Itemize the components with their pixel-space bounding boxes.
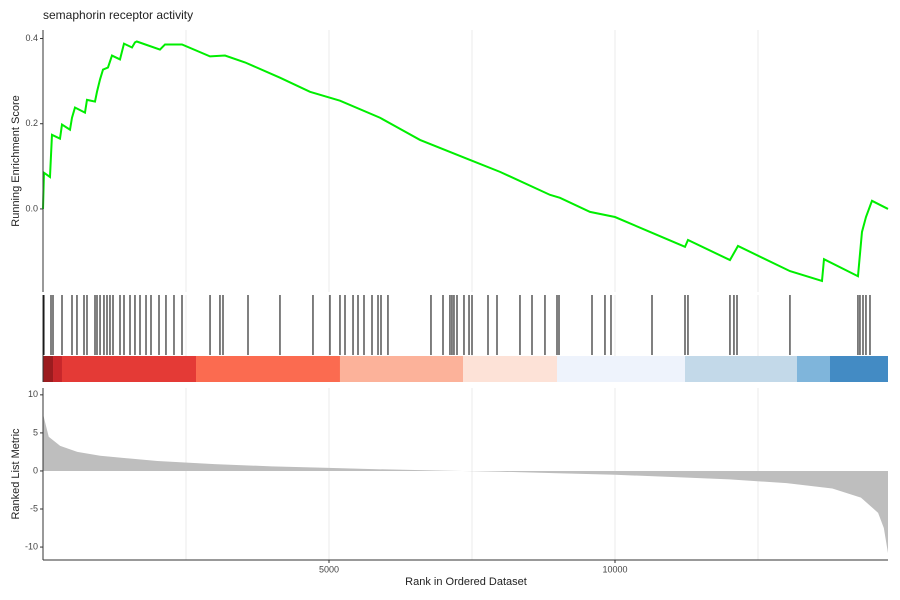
x-tick-label: 10000 [602,564,627,574]
y-axis-label: Running Enrichment Score [10,95,22,226]
y-tick-label: -10 [25,541,38,551]
y-axis-label: Ranked List Metric [10,428,22,520]
y-tick-label: 5 [33,427,38,437]
color-band [463,356,557,382]
x-tick-label: 5000 [319,564,339,574]
color-band [196,356,340,382]
x-axis-label: Rank in Ordered Dataset [405,576,527,588]
color-band [796,356,831,382]
color-band [53,356,62,382]
color-band [61,356,197,382]
y-tick-label: 0.2 [25,118,38,128]
color-band [556,356,686,382]
y-tick-label: 0.4 [25,33,38,43]
chart-title: semaphorin receptor activity [43,8,193,22]
color-band [685,356,797,382]
color-band [43,356,54,382]
ranked-metric-area [43,413,888,554]
y-tick-label: 10 [28,389,38,399]
y-tick-label: -5 [30,503,38,513]
y-tick-label: 0.0 [25,203,38,213]
enrichment-line [42,40,889,283]
color-band [339,356,464,382]
y-tick-label: 0 [33,465,38,475]
color-band [830,356,888,382]
